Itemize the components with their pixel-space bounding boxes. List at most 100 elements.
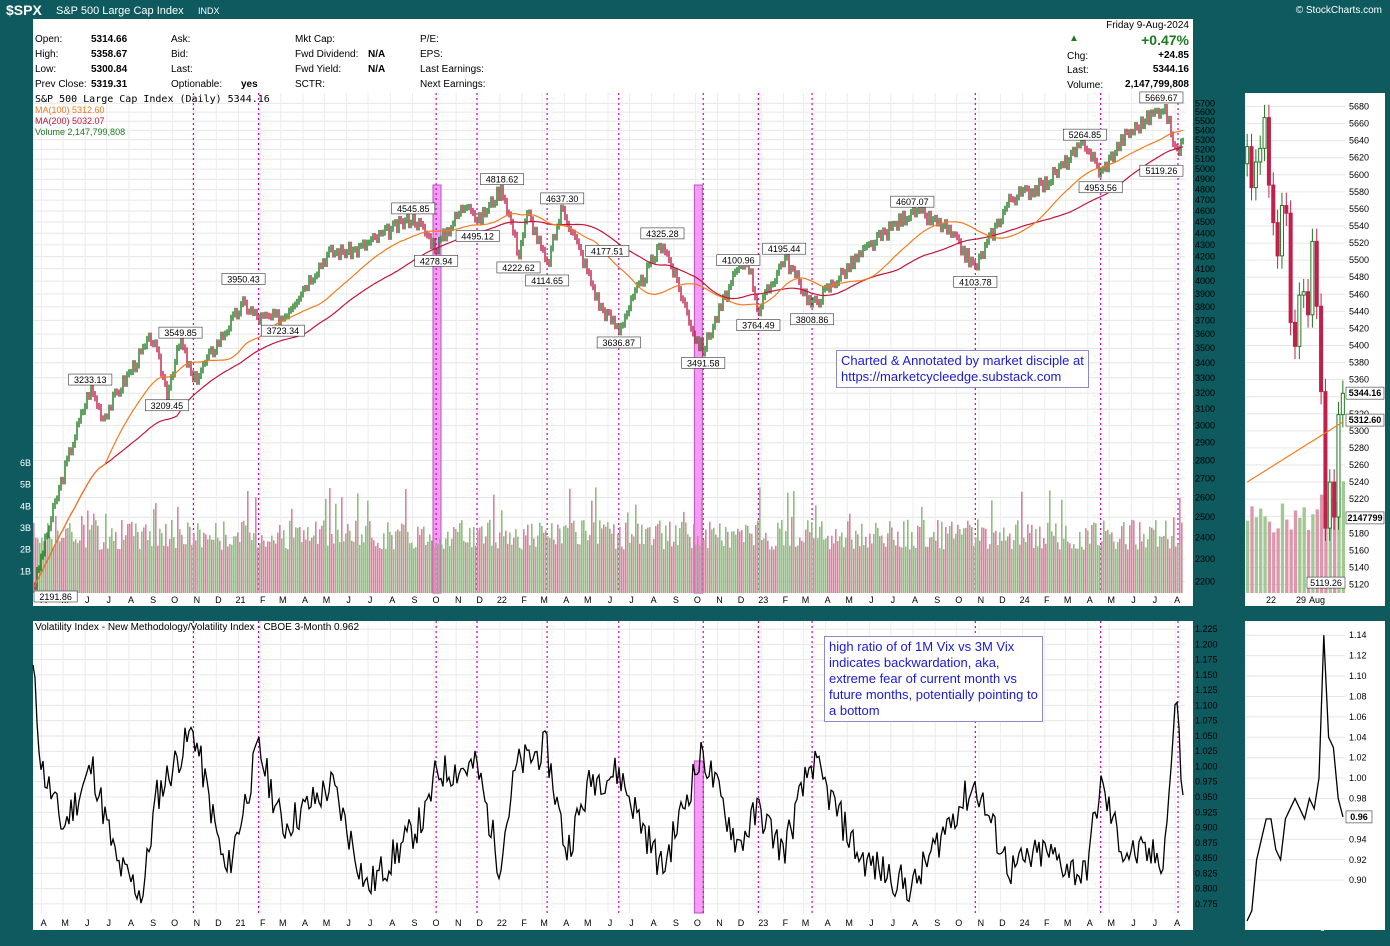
detail-y-tick-label: 5300 xyxy=(1349,426,1369,436)
volume-bar xyxy=(245,525,247,593)
volume-bar xyxy=(539,522,541,593)
volume-bar xyxy=(929,537,931,593)
volume-bar xyxy=(913,545,915,593)
detail-volume-bar xyxy=(1280,503,1285,593)
volume-bar xyxy=(843,547,845,593)
price-label: 4195.44 xyxy=(768,244,801,254)
x-tick-label: 24 xyxy=(1020,595,1030,605)
volume-bar xyxy=(465,542,467,593)
volume-bar xyxy=(439,538,441,593)
volume-bar xyxy=(199,529,201,593)
y-tick-label: 4600 xyxy=(1195,206,1215,216)
detail-volume-bar xyxy=(1254,517,1259,593)
volume-bar xyxy=(965,527,967,593)
volume-bar xyxy=(765,532,767,593)
volume-bar xyxy=(573,520,575,593)
volume-bar xyxy=(527,524,529,593)
volume-bar xyxy=(265,546,267,593)
volume-bar xyxy=(1109,534,1111,593)
x-tick-label: J xyxy=(1153,595,1158,605)
y-tick-label: 5100 xyxy=(1195,154,1215,164)
volume-bar xyxy=(275,543,277,593)
volume-bar xyxy=(561,543,563,593)
price-label: 3233.13 xyxy=(74,375,107,385)
detail-volume-bar xyxy=(1246,520,1250,593)
volume-bar xyxy=(729,547,731,593)
volume-bar xyxy=(881,535,883,593)
volume-bar xyxy=(463,540,465,593)
volume-bar xyxy=(911,532,913,593)
volume-bar xyxy=(751,533,753,593)
volume-bar xyxy=(457,531,459,593)
volume-bar xyxy=(237,532,239,593)
volume-bar xyxy=(177,506,179,593)
change-value: +24.85 xyxy=(1158,50,1189,61)
volume-bar xyxy=(853,548,855,593)
open-value: 5314.66 xyxy=(91,34,128,45)
x-tick-label: J xyxy=(891,595,896,605)
volume-bar xyxy=(491,545,493,593)
volume-bar xyxy=(373,540,375,593)
vix-x-tick-label: O xyxy=(432,918,439,928)
volume-bar xyxy=(1091,525,1093,593)
volume-bar xyxy=(795,546,797,593)
volume-bar xyxy=(803,542,805,593)
detail-candle-body xyxy=(1245,146,1250,165)
x-tick-label: D xyxy=(738,595,745,605)
volume-bar xyxy=(163,545,165,593)
vix-y-tick-label: 0.900 xyxy=(1195,823,1218,833)
vix-x-tick-label: N xyxy=(978,918,985,928)
volume-bar xyxy=(647,527,649,593)
volume-bar xyxy=(895,545,897,593)
volume-bar xyxy=(1017,520,1019,593)
volume-bar xyxy=(113,540,115,593)
volume-bar xyxy=(65,528,67,593)
detail-candle-body xyxy=(1271,184,1276,224)
volume-bar xyxy=(669,521,671,593)
volume-bar xyxy=(689,536,691,593)
y-tick-label: 4400 xyxy=(1195,228,1215,238)
vix-detail-y-tick-label: 1.12 xyxy=(1349,651,1367,661)
vix-x-tick-label: N xyxy=(194,918,201,928)
volume-bar xyxy=(315,521,317,593)
volume-bar xyxy=(203,532,205,593)
volume-bar xyxy=(673,541,675,593)
detail-candle-body xyxy=(1310,240,1315,316)
volume-bar xyxy=(907,519,909,593)
price-label: 4100.96 xyxy=(722,256,755,266)
vix-detail-y-tick-label: 1.14 xyxy=(1349,630,1367,640)
volume-bar xyxy=(181,534,183,593)
volume-bar xyxy=(369,521,371,593)
x-tick-label: J xyxy=(608,595,613,605)
volume-bar xyxy=(337,529,339,593)
volume-bar xyxy=(869,533,871,593)
detail-volume-bar xyxy=(1311,514,1315,593)
x-tick-label: N xyxy=(455,595,462,605)
volume-bar xyxy=(171,520,173,593)
x-tick-label: N xyxy=(978,595,985,605)
price-label-box xyxy=(261,324,305,337)
y-tick-label: 4900 xyxy=(1195,174,1215,184)
volume-bar xyxy=(955,533,957,593)
volume-bar xyxy=(205,534,207,593)
volume-bar xyxy=(183,544,185,593)
volume-bar xyxy=(109,536,111,593)
optionable-value: yes xyxy=(241,79,258,90)
volume-bar xyxy=(1063,538,1065,593)
detail-candle-body xyxy=(1258,147,1263,163)
volume-bar xyxy=(811,522,813,593)
volume-bar xyxy=(279,524,281,593)
quote-panel: Open: 5314.66 High: 5358.67 Low: 5300.84… xyxy=(33,19,1193,93)
volume-bar xyxy=(957,524,959,593)
volume-bar xyxy=(179,529,181,593)
volume-bar xyxy=(411,542,413,593)
index-name: S&P 500 Large Cap Index xyxy=(56,5,184,17)
annotation-vix-line-1: high ratio of of 1M Vix vs 3M Vix xyxy=(829,639,1015,654)
volume-bar xyxy=(711,529,713,593)
price-label-box xyxy=(455,230,500,242)
volume-bar xyxy=(1003,527,1005,593)
vix-x-tick-label: M xyxy=(540,918,548,928)
volume-bar xyxy=(705,529,707,593)
detail-value-tag-box xyxy=(1345,511,1385,525)
y-tick-label: 2500 xyxy=(1195,512,1215,522)
